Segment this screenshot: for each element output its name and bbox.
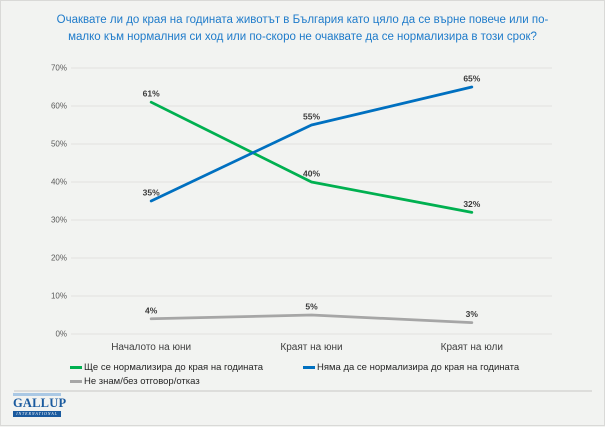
x-axis-category-label: Краят на юни [280,342,342,353]
data-label-series1: 35% [143,188,160,198]
data-label-series2: 4% [145,305,158,315]
data-label-series1: 65% [463,74,480,84]
logo-wordmark: GALLUP [13,396,67,410]
y-axis-tick-label: 50% [51,140,67,149]
legend-item-dont-know: Не знам/без отговор/отказ [70,376,200,387]
series-line-0 [149,100,474,214]
y-axis-tick-label: 20% [51,254,67,263]
series-line-1 [149,85,474,203]
chart-title-line2: малко към нормалния си ход или по-скоро … [68,31,537,44]
chart-title-line1: Очаквате ли до края на годината животът … [56,14,549,26]
data-label-series2: 3% [466,309,479,319]
data-label-series0: 40% [303,169,320,179]
legend-label-not-normalize: Няма да се нормализира до края на година… [317,362,520,373]
series-line-2 [149,313,474,324]
data-label-series0: 61% [143,89,160,99]
chart-title: Очаквате ли до края на годината животът … [21,12,584,47]
legend-item-normalize: Ще се нормализира до края на годината [70,362,263,373]
legend-label-dont-know: Не знам/без отговор/отказ [84,376,200,387]
x-axis-category-label: Началото на юни [111,342,191,353]
legend-label-normalize: Ще се нормализира до края на годината [84,362,264,373]
y-axis-tick-label: 70% [51,64,67,73]
logo-international-bar: INTERNATIONAL [13,411,61,418]
gallup-logo: GALLUP INTERNATIONAL [13,393,67,418]
footer-divider [14,390,592,392]
legend-line-gray-icon [70,380,82,383]
logo-top-bar [13,393,61,396]
data-label-series1: 55% [303,112,320,122]
y-axis-tick-label: 40% [51,178,67,187]
x-axis-category-label: Краят на юли [441,342,503,353]
data-label-series0: 32% [463,199,480,209]
y-axis-tick-label: 30% [51,216,67,225]
y-axis-tick-label: 0% [55,330,67,339]
y-axis-tick-label: 10% [51,292,67,301]
legend-line-green-icon [70,366,82,369]
data-label-series2: 5% [305,302,318,312]
legend-line-blue-icon [303,366,315,369]
legend-item-not-normalize: Няма да се нормализира до края на година… [303,362,519,373]
y-axis-tick-label: 60% [51,102,67,111]
